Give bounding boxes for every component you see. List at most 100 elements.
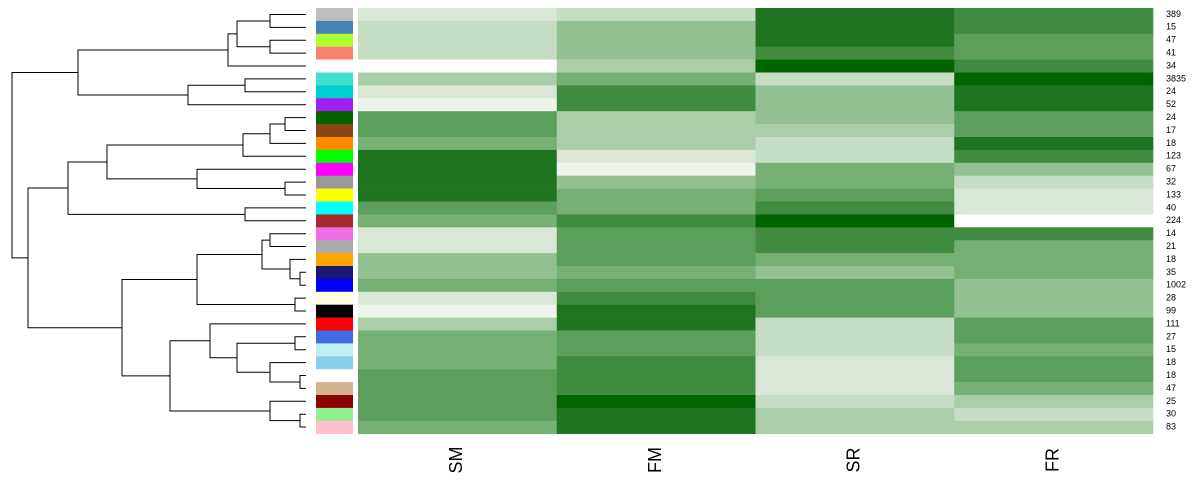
- cell: [358, 266, 558, 280]
- cell: [954, 317, 1154, 331]
- row-label: 224: [1166, 215, 1181, 225]
- cell: [755, 291, 955, 305]
- cell: [954, 407, 1154, 422]
- cell: [556, 20, 756, 35]
- side-color: [316, 46, 353, 60]
- side-color: [316, 266, 353, 280]
- column-label: SR: [844, 447, 864, 472]
- cell: [358, 162, 558, 176]
- cell: [358, 137, 558, 151]
- cell: [755, 201, 955, 215]
- cell: [556, 266, 756, 280]
- cell: [358, 201, 558, 215]
- cell: [358, 98, 558, 112]
- side-color: [316, 253, 353, 267]
- cell: [755, 407, 955, 422]
- cell: [556, 253, 756, 267]
- row-label: 47: [1166, 383, 1176, 393]
- side-color: [316, 59, 353, 73]
- cell: [954, 253, 1154, 267]
- cell: [556, 201, 756, 215]
- side-color: [316, 20, 353, 35]
- cell: [755, 240, 955, 254]
- row-label: 14: [1166, 228, 1176, 238]
- cell: [954, 98, 1154, 112]
- cell: [358, 227, 558, 241]
- cell: [954, 188, 1154, 202]
- cell: [755, 253, 955, 267]
- cell: [954, 382, 1154, 396]
- cell: [556, 369, 756, 383]
- cell: [954, 33, 1154, 47]
- side-color: [316, 227, 353, 241]
- cell: [954, 240, 1154, 254]
- cell: [954, 330, 1154, 344]
- row-label: 17: [1166, 125, 1176, 135]
- cell: [954, 149, 1154, 164]
- cell: [755, 369, 955, 383]
- cell: [954, 395, 1154, 409]
- cell: [556, 162, 756, 176]
- row-label: 389: [1166, 9, 1181, 19]
- cell: [954, 46, 1154, 60]
- cell: [358, 291, 558, 305]
- cell: [954, 85, 1154, 99]
- row-label: 99: [1166, 306, 1176, 316]
- cell: [755, 356, 955, 370]
- row-label: 21: [1166, 241, 1176, 251]
- row-label: 52: [1166, 99, 1176, 109]
- side-color: [316, 240, 353, 254]
- side-color: [316, 317, 353, 331]
- cell: [954, 304, 1154, 318]
- side-color: [316, 33, 353, 47]
- cell: [755, 330, 955, 344]
- cell: [954, 420, 1154, 434]
- side-color: [316, 85, 353, 99]
- cell: [954, 162, 1154, 176]
- cell: [755, 149, 955, 164]
- cell: [954, 59, 1154, 73]
- side-color: [316, 369, 353, 383]
- row-label: 123: [1166, 151, 1181, 161]
- cell: [755, 343, 955, 357]
- cell: [556, 407, 756, 422]
- side-color: [316, 420, 353, 434]
- cell: [556, 59, 756, 73]
- cell: [556, 33, 756, 47]
- cell: [954, 175, 1154, 189]
- cell: [954, 343, 1154, 357]
- cell: [358, 395, 558, 409]
- cell: [755, 8, 955, 22]
- cell: [556, 356, 756, 370]
- cell: [556, 8, 756, 22]
- row-label: 24: [1166, 112, 1176, 122]
- row-label: 24: [1166, 86, 1176, 96]
- cell: [556, 317, 756, 331]
- cell: [556, 291, 756, 305]
- side-color: [316, 137, 353, 151]
- cell: [358, 382, 558, 396]
- cell: [556, 214, 756, 228]
- cell: [954, 214, 1154, 228]
- row-label: 15: [1166, 344, 1176, 354]
- cell: [755, 72, 955, 86]
- cell: [556, 240, 756, 254]
- row-label: 15: [1166, 22, 1176, 32]
- row-label: 32: [1166, 177, 1176, 187]
- cell: [954, 111, 1154, 125]
- side-color: [316, 395, 353, 409]
- row-label: 83: [1166, 422, 1176, 432]
- cell: [755, 214, 955, 228]
- cell: [954, 278, 1154, 293]
- cell: [954, 266, 1154, 280]
- cell: [556, 98, 756, 112]
- cell: [556, 330, 756, 344]
- row-label: 133: [1166, 189, 1181, 199]
- cell: [556, 72, 756, 86]
- cell: [358, 72, 558, 86]
- cell: [358, 407, 558, 422]
- row-label: 30: [1166, 409, 1176, 419]
- side-color: [316, 98, 353, 112]
- cell: [556, 395, 756, 409]
